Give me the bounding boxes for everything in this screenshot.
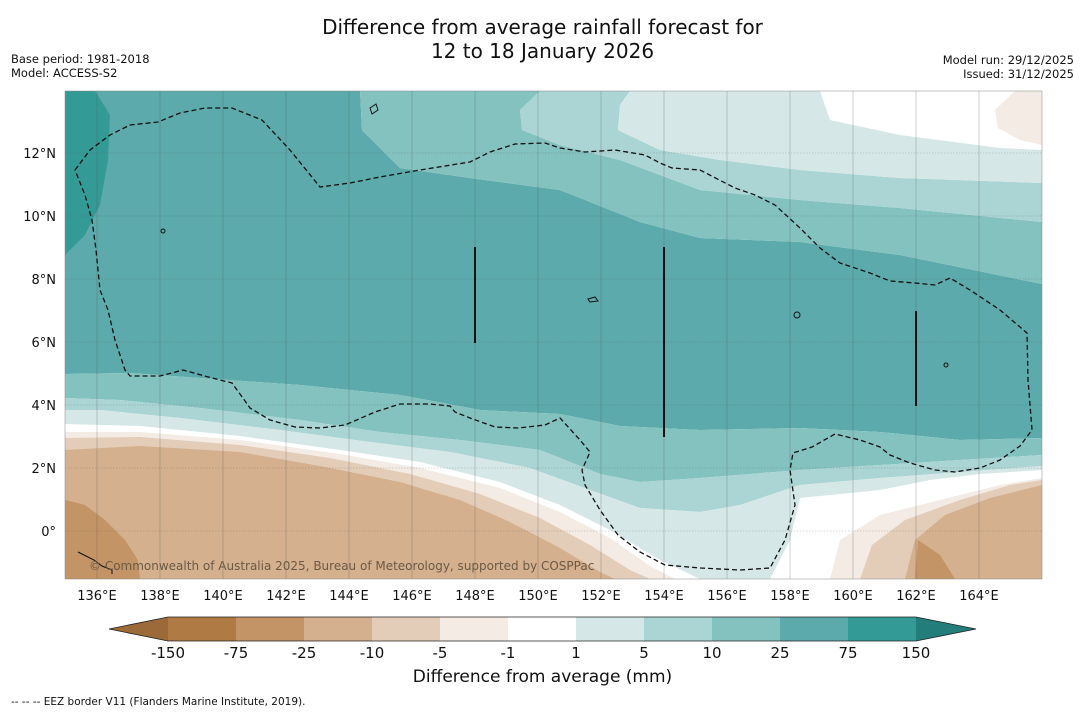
lat-label: 0°	[41, 525, 56, 540]
colorbar-high-arrow	[916, 617, 976, 641]
colorbar-tick: -25	[292, 644, 317, 662]
colorbar-tick: -10	[360, 644, 385, 662]
lon-label: 152°E	[581, 589, 621, 604]
colorbar-tick: 25	[770, 644, 789, 662]
colorbar-segment	[848, 617, 916, 641]
colorbar-tick: 1	[571, 644, 581, 662]
colorbar-segment	[236, 617, 304, 641]
meta-left: Base period: 1981-2018 Model: ACCESS-S2	[11, 52, 150, 80]
band-minus-5-northeast	[995, 91, 1042, 145]
lat-label: 12°N	[23, 147, 56, 162]
colorbar-tick: -1	[501, 644, 516, 662]
lon-label: 140°E	[203, 589, 243, 604]
lon-label: 156°E	[707, 589, 747, 604]
band-minus-75	[65, 500, 140, 579]
colorbar-tick: 10	[702, 644, 721, 662]
island-west	[160, 228, 166, 234]
lon-label: 160°E	[833, 589, 873, 604]
colorbar-segment	[508, 617, 576, 641]
lon-label: 138°E	[140, 589, 180, 604]
island-palau	[77, 551, 113, 574]
colorbar: -150 -75 -25 -10 -5 -1 1 5 10 25 75 150	[108, 616, 977, 662]
lon-label: 142°E	[266, 589, 306, 604]
copyright-text: © Commonwealth of Australia 2025, Bureau…	[89, 559, 594, 573]
band-plus-25-south	[65, 373, 1042, 482]
lon-label: 146°E	[392, 589, 432, 604]
marker-lines	[474, 247, 917, 437]
island-chuuk	[587, 296, 599, 303]
colorbar-tick: 75	[838, 644, 857, 662]
colorbar-segment	[440, 617, 508, 641]
colorbar-segment	[372, 617, 440, 641]
lon-label: 158°E	[770, 589, 810, 604]
issued-date: Issued: 31/12/2025	[963, 67, 1074, 81]
lon-label: 162°E	[896, 589, 936, 604]
islands	[77, 103, 949, 574]
band-plus-5-north	[618, 91, 1042, 183]
band-plus-25-north	[360, 91, 1042, 284]
colorbar-low-arrow	[109, 617, 168, 641]
lon-label: 136°E	[77, 589, 117, 604]
band-minus-75-southeast	[915, 540, 955, 579]
colorbar-ticks: -150 -75 -25 -10 -5 -1 1 5 10 25 75 150	[151, 644, 930, 662]
model-name: Model: ACCESS-S2	[11, 66, 118, 80]
map-frame	[64, 90, 1043, 580]
lon-label: 144°E	[329, 589, 369, 604]
eez-footnote: -- -- -- EEZ border V11 (Flanders Marine…	[11, 696, 306, 708]
colorbar-tick: 150	[902, 644, 931, 662]
lon-label: 150°E	[518, 589, 558, 604]
colorbar-tick: -75	[224, 644, 249, 662]
lon-axis: 136°E 138°E 140°E 142°E 144°E 146°E 148°…	[77, 589, 999, 604]
colorbar-segment	[644, 617, 712, 641]
lon-label: 164°E	[959, 589, 999, 604]
island-pohnpei	[793, 311, 801, 319]
colorbar-title: Difference from average (mm)	[412, 667, 673, 687]
colorbar-segment	[168, 617, 236, 641]
eez-border-west	[74, 107, 1033, 571]
title-line-1: Difference from average rainfall forecas…	[322, 15, 763, 39]
lat-label: 8°N	[32, 273, 57, 288]
colorbar-segment	[780, 617, 848, 641]
band-plus-5-south	[65, 410, 1042, 579]
colorbar-tick: 5	[639, 644, 649, 662]
band-plus-150	[65, 91, 110, 255]
graticule	[96, 91, 980, 579]
eez-borders	[74, 107, 1033, 571]
lat-label: 2°N	[32, 462, 57, 477]
meta-right: Model run: 29/12/2025 Issued: 31/12/2025	[943, 53, 1074, 81]
colorbar-tick: -5	[433, 644, 448, 662]
title-line-2: 12 to 18 January 2026	[430, 39, 655, 63]
colorbar-segment	[576, 617, 644, 641]
colorbar-segment	[712, 617, 780, 641]
band-plus-75	[65, 91, 1042, 440]
band-minus-25	[65, 446, 615, 579]
colorbar-tick: -150	[151, 644, 185, 662]
model-run: Model run: 29/12/2025	[942, 53, 1074, 67]
graticule-lat	[65, 152, 1042, 532]
colorbar-segment	[304, 617, 372, 641]
colorbar-outline	[108, 616, 977, 642]
lat-label: 10°N	[23, 210, 56, 225]
band-plus-10-north	[520, 91, 1042, 222]
band-plus-10-south	[65, 398, 1042, 512]
lon-label: 154°E	[644, 589, 684, 604]
base-period: Base period: 1981-2018	[11, 52, 150, 66]
lat-label: 4°N	[32, 399, 57, 414]
map-area: © Commonwealth of Australia 2025, Bureau…	[65, 91, 1042, 579]
island-north	[369, 103, 379, 115]
lat-axis: 12°N 10°N 8°N 6°N 4°N 2°N 0°	[23, 147, 56, 540]
island-kosrae	[943, 362, 949, 368]
lon-label: 148°E	[455, 589, 495, 604]
lat-label: 6°N	[32, 336, 57, 351]
